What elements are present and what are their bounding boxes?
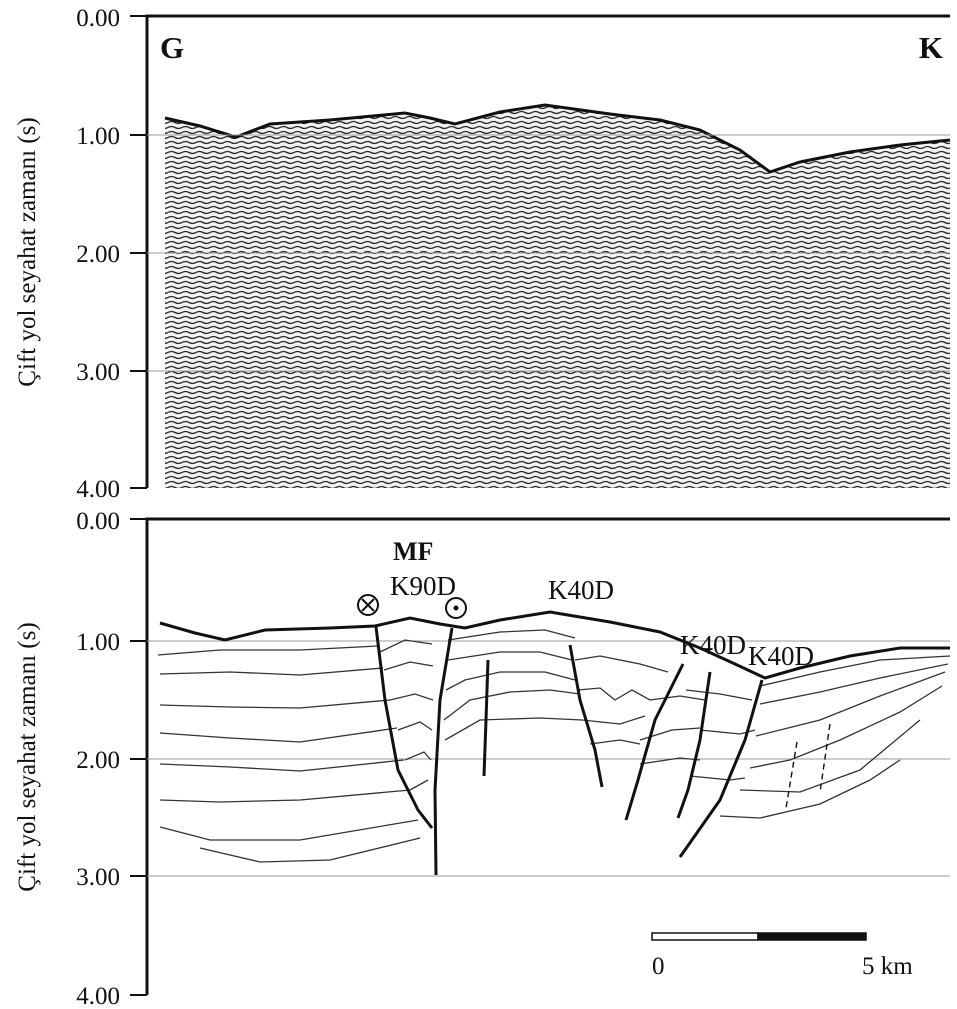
stratigraphic-horizons [157,629,951,863]
right-direction-label: K [919,30,943,65]
bottom-grid [147,640,950,877]
fault-zone-label: MF [393,537,433,566]
inferred-faults [785,723,831,809]
top-y-axis-label: Çift yol seyahat zamanı (s) [14,117,41,386]
seismic-reflection-data [165,105,950,488]
bottom-y-axis-label: Çift yol seyahat zamanı (s) [14,622,41,891]
seafloor-reflector [164,103,951,174]
out-of-page-symbol [445,597,467,619]
scale-bar: 0 5 km [651,932,913,980]
interpreted-seafloor [159,610,950,680]
interpretation-panel: 0.00 1.00 2.00 3.00 4.00 Çift yol seyaha… [14,508,951,1009]
bottom-y-tick: 0.00 [76,508,120,535]
bottom-y-tick: 2.00 [76,747,120,774]
seismic-section-panel: 0.00 1.00 2.00 3.00 4.00 Çift yol seyaha… [14,5,951,503]
fault-traces [374,626,764,876]
top-y-tick: 3.00 [76,359,120,386]
scale-bar-end-label: 5 km [862,953,913,980]
bottom-y-tick: 4.00 [76,983,120,1009]
bottom-y-tick: 3.00 [76,864,120,891]
top-y-tick: 0.00 [76,5,120,32]
scale-bar-start-label: 0 [652,953,665,980]
fault-label: K40D [680,630,746,660]
bottom-y-tick: 1.00 [76,629,120,656]
top-grid [147,134,950,372]
fault-label: K40D [548,575,614,605]
into-page-symbol [357,594,379,616]
top-y-tick: 2.00 [76,241,120,268]
top-y-tick: 1.00 [76,123,120,150]
fault-label: K90D [390,571,456,601]
fault-label: K40D [748,641,814,671]
left-direction-label: G [160,30,184,65]
top-y-tick: 4.00 [76,476,120,503]
